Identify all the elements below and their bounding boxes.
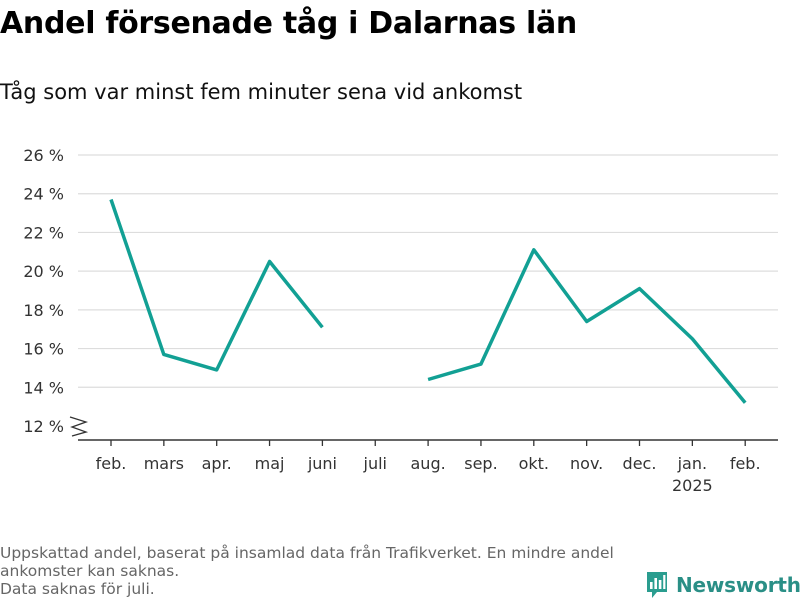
- x-tick-label: feb.: [730, 454, 761, 473]
- footnote-line: ankomster kan saknas.: [0, 562, 180, 580]
- x-tick-label: feb.: [96, 454, 127, 473]
- x-tick-label: juli: [363, 454, 387, 473]
- line-chart: 12 % 14 % 16 % 18 % 20 % 22 % 24 % 26 % feb. mars…: [23, 146, 778, 495]
- brand-name: Newsworthy: [676, 573, 800, 597]
- y-tick-label: 20 %: [23, 262, 64, 281]
- x-tick-label: aug.: [411, 454, 446, 473]
- newsworthy-logo: Newsworthy: [645, 570, 800, 600]
- series-line-segment: [427, 248, 747, 404]
- axis-break-icon: [69, 416, 89, 437]
- x-tick-label: dec.: [623, 454, 657, 473]
- x-tick-label: okt.: [519, 454, 549, 473]
- footnote-line: Uppskattad andel, baserat på insamlad da…: [0, 544, 614, 562]
- footnote-line: Data saknas för juli.: [0, 580, 155, 598]
- footnote: Uppskattad andel, baserat på insamlad da…: [0, 544, 630, 598]
- y-tick-label: 24 %: [23, 185, 64, 204]
- x-tick-label: apr.: [202, 454, 232, 473]
- y-tick-label: 16 %: [23, 340, 64, 359]
- x-tick-label: jan.: [677, 454, 707, 473]
- y-tick-label: 14 %: [23, 378, 64, 397]
- x-tick-sublabel: 2025: [672, 476, 713, 495]
- chart-subtitle: Tåg som var minst fem minuter sena vid a…: [0, 80, 523, 104]
- y-tick-label: 12 %: [23, 417, 64, 436]
- x-tick-label: nov.: [570, 454, 603, 473]
- newsworthy-logo-icon: [647, 572, 667, 598]
- x-tick-label: juni: [307, 454, 337, 473]
- y-tick-label: 18 %: [23, 301, 64, 320]
- x-tick-label: mars: [144, 454, 184, 473]
- y-tick-label: 22 %: [23, 223, 64, 242]
- x-tick-label: sep.: [464, 454, 497, 473]
- x-tick-label: maj: [255, 454, 285, 473]
- chart-title: Andel försenade tåg i Dalarnas län: [0, 6, 577, 41]
- series-line-segment: [109, 198, 324, 372]
- y-tick-label: 26 %: [23, 146, 64, 165]
